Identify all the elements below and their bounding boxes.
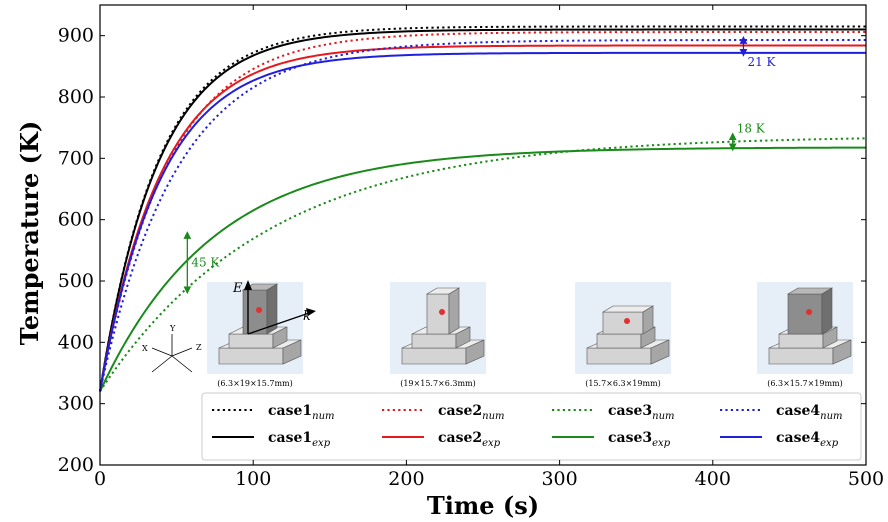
field-vectors: Ek <box>232 280 316 335</box>
vector-e-label: E <box>232 281 243 296</box>
annotation-label: 18 K <box>737 121 766 135</box>
y-tick-label: 200 <box>58 454 94 476</box>
x-tick-label: 100 <box>235 468 271 490</box>
x-tick-label: 300 <box>541 468 577 490</box>
inset-4: (6.3×15.7×19mm) <box>757 282 853 388</box>
annotation-label: 45 K <box>191 256 220 270</box>
inset-dimensions: (19×15.7×6.3mm) <box>400 379 476 388</box>
annotation-label: 21 K <box>747 55 776 69</box>
axis-triad: Y X Z <box>142 324 202 373</box>
legend-label-case3-num: case3num <box>608 403 675 422</box>
x-tick-label: 500 <box>848 468 884 490</box>
vector-k-label: k <box>303 309 311 324</box>
inset-3: (15.7×6.3×19mm) <box>575 282 671 388</box>
axis-triad-label: X <box>142 344 148 353</box>
legend-label-case2-num: case2num <box>438 403 505 422</box>
series-line-case3-exp <box>99 146 867 392</box>
series-line-case1-num <box>99 25 866 392</box>
inset-dimensions: (15.7×6.3×19mm) <box>585 379 661 388</box>
y-tick-label: 900 <box>58 25 94 47</box>
axes: 0 100 200 300 400 500 200 300 400 500 600 700 800 900 <box>58 4 884 490</box>
series-line-case2-exp <box>99 44 866 392</box>
inset-2: (19×15.7×6.3mm) <box>390 282 486 388</box>
series-line-case4-exp <box>99 51 866 392</box>
legend-label-case3-exp: case3exp <box>608 430 671 449</box>
legend-label-case4-num: case4num <box>776 403 843 422</box>
measurement-point <box>256 307 262 313</box>
x-tick-label: 200 <box>388 468 424 490</box>
x-tick-label: 0 <box>94 468 106 490</box>
legend-label-case1-num: case1num <box>268 403 335 422</box>
legend: case1num case1exp case2num case2exp case3num… <box>201 392 862 461</box>
series-layer <box>99 25 867 392</box>
axis-triad-label: Z <box>196 343 202 352</box>
legend-box <box>201 392 862 461</box>
y-tick-label: 400 <box>58 331 94 353</box>
annotation-layer: 21 K 18 K 45 K <box>183 36 777 295</box>
plot-frame <box>99 4 867 466</box>
legend-label-case4-exp: case4exp <box>776 430 839 449</box>
measurement-point <box>439 309 445 315</box>
y-tick-label: 500 <box>58 270 94 292</box>
series-line-case1-exp <box>99 28 866 392</box>
y-tick-label: 700 <box>58 147 94 169</box>
x-tick-label: 400 <box>695 468 731 490</box>
y-axis-label: Temperature (K) <box>15 121 44 345</box>
legend-label-case1-exp: case1exp <box>268 430 331 449</box>
legend-label-case2-exp: case2exp <box>438 430 501 449</box>
y-tick-label: 600 <box>58 209 94 231</box>
inset-layer: (6.3×19×15.7mm) (19×15.7×6.3mm) (15.7×6.3×… <box>142 280 853 388</box>
series-line-case3-num <box>99 137 867 392</box>
measurement-point <box>624 318 630 324</box>
inset-1: (6.3×19×15.7mm) <box>207 282 303 388</box>
x-axis-label: Time (s) <box>427 491 539 520</box>
y-tick-label: 300 <box>58 393 94 415</box>
inset-dimensions: (6.3×19×15.7mm) <box>217 379 293 388</box>
y-tick-label: 800 <box>58 86 94 108</box>
axis-triad-label: Y <box>169 324 176 333</box>
inset-dimensions: (6.3×15.7×19mm) <box>767 379 843 388</box>
measurement-point <box>806 309 812 315</box>
